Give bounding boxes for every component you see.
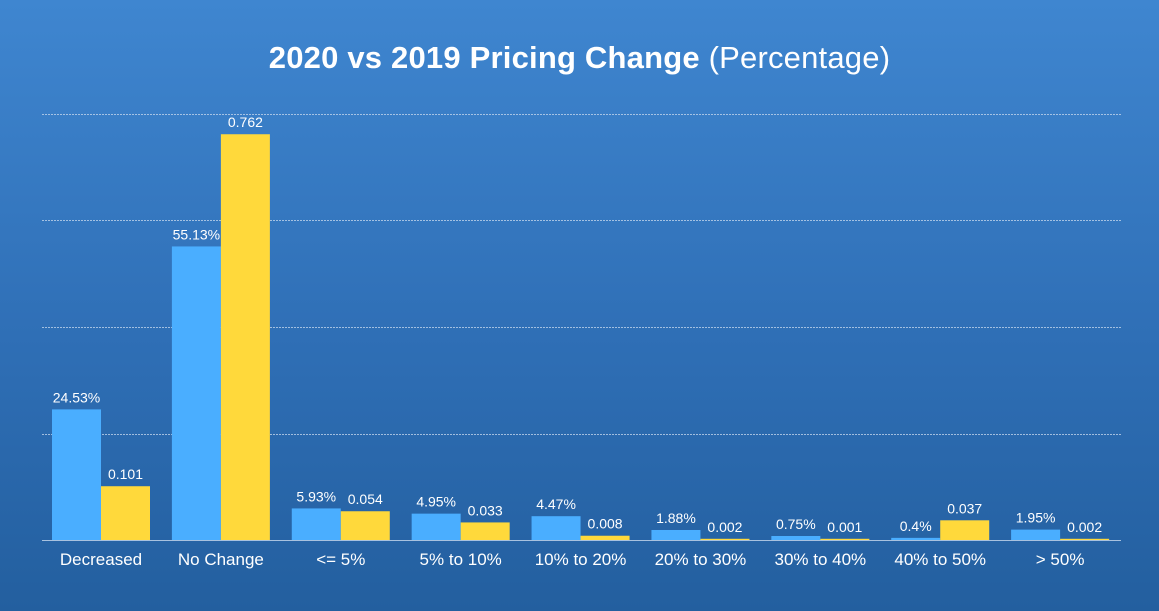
data-label-2020-4: 4.47% xyxy=(536,496,576,512)
x-tick-label-4: 10% to 20% xyxy=(535,550,627,569)
bar-2020-7 xyxy=(891,537,941,540)
data-label-2019-3: 0.033 xyxy=(468,502,503,518)
data-label-2019-5: 0.002 xyxy=(707,519,742,535)
data-label-2019-2: 0.054 xyxy=(348,491,383,507)
x-tick-label-7: 40% to 50% xyxy=(894,550,986,569)
data-label-2020-6: 0.75% xyxy=(776,516,816,532)
x-tick-label-0: Decreased xyxy=(60,550,142,569)
data-label-2019-7: 0.037 xyxy=(947,500,982,516)
bar-2019-5 xyxy=(700,538,750,540)
bar-2019-4 xyxy=(580,535,630,540)
bar-2019-6 xyxy=(820,538,870,540)
bar-2020-6 xyxy=(771,536,821,540)
bar-2020-3 xyxy=(411,513,461,540)
data-label-2020-2: 5.93% xyxy=(296,488,336,504)
chart-title: 2020 vs 2019 Pricing Change (Percentage) xyxy=(0,38,1159,78)
data-label-2020-8: 1.95% xyxy=(1016,510,1056,526)
data-label-2019-1: 0.762 xyxy=(228,114,263,130)
data-label-2019-4: 0.008 xyxy=(588,516,623,532)
data-label-2020-7: 0.4% xyxy=(900,518,932,534)
data-labels: 24.53% 0.101 55.13% 0.762 5.93% 0.054 4.95% 0.0… xyxy=(53,114,1103,535)
bar-2020-1 xyxy=(171,246,221,541)
bar-2020-2 xyxy=(291,508,341,540)
data-label-2019-6: 0.001 xyxy=(827,519,862,535)
bar-2019-1 xyxy=(220,134,270,541)
x-tick-label-3: 5% to 10% xyxy=(420,550,502,569)
bar-2019-2 xyxy=(340,511,390,540)
x-tick-label-6: 30% to 40% xyxy=(774,550,866,569)
bar-2020-4 xyxy=(531,516,581,540)
data-label-2020-0: 24.53% xyxy=(53,389,100,405)
bar-2019-8 xyxy=(1060,538,1110,540)
x-tick-label-1: No Change xyxy=(178,550,264,569)
x-tick-labels: Decreased No Change <= 5% 5% to 10% 10% to 2… xyxy=(60,550,1085,569)
x-tick-label-8: > 50% xyxy=(1036,550,1085,569)
bars xyxy=(52,134,1110,541)
data-label-2020-3: 4.95% xyxy=(416,494,456,510)
data-label-2019-8: 0.002 xyxy=(1067,519,1102,535)
x-tick-label-5: 20% to 30% xyxy=(655,550,747,569)
data-label-2020-5: 1.88% xyxy=(656,510,696,526)
data-label-2020-1: 55.13% xyxy=(173,226,220,242)
bar-2020-5 xyxy=(651,529,701,540)
bar-2020-0 xyxy=(52,409,101,540)
bar-2019-0 xyxy=(101,486,150,540)
bar-2019-7 xyxy=(940,520,990,540)
bar-2019-3 xyxy=(460,522,510,540)
bar-2020-8 xyxy=(1011,529,1061,540)
chart-subtitle: (Percentage) xyxy=(708,40,891,75)
chart-title-main: 2020 vs 2019 Pricing Change xyxy=(268,40,700,75)
data-label-2019-0: 0.101 xyxy=(108,466,143,482)
x-tick-label-2: <= 5% xyxy=(316,550,365,569)
